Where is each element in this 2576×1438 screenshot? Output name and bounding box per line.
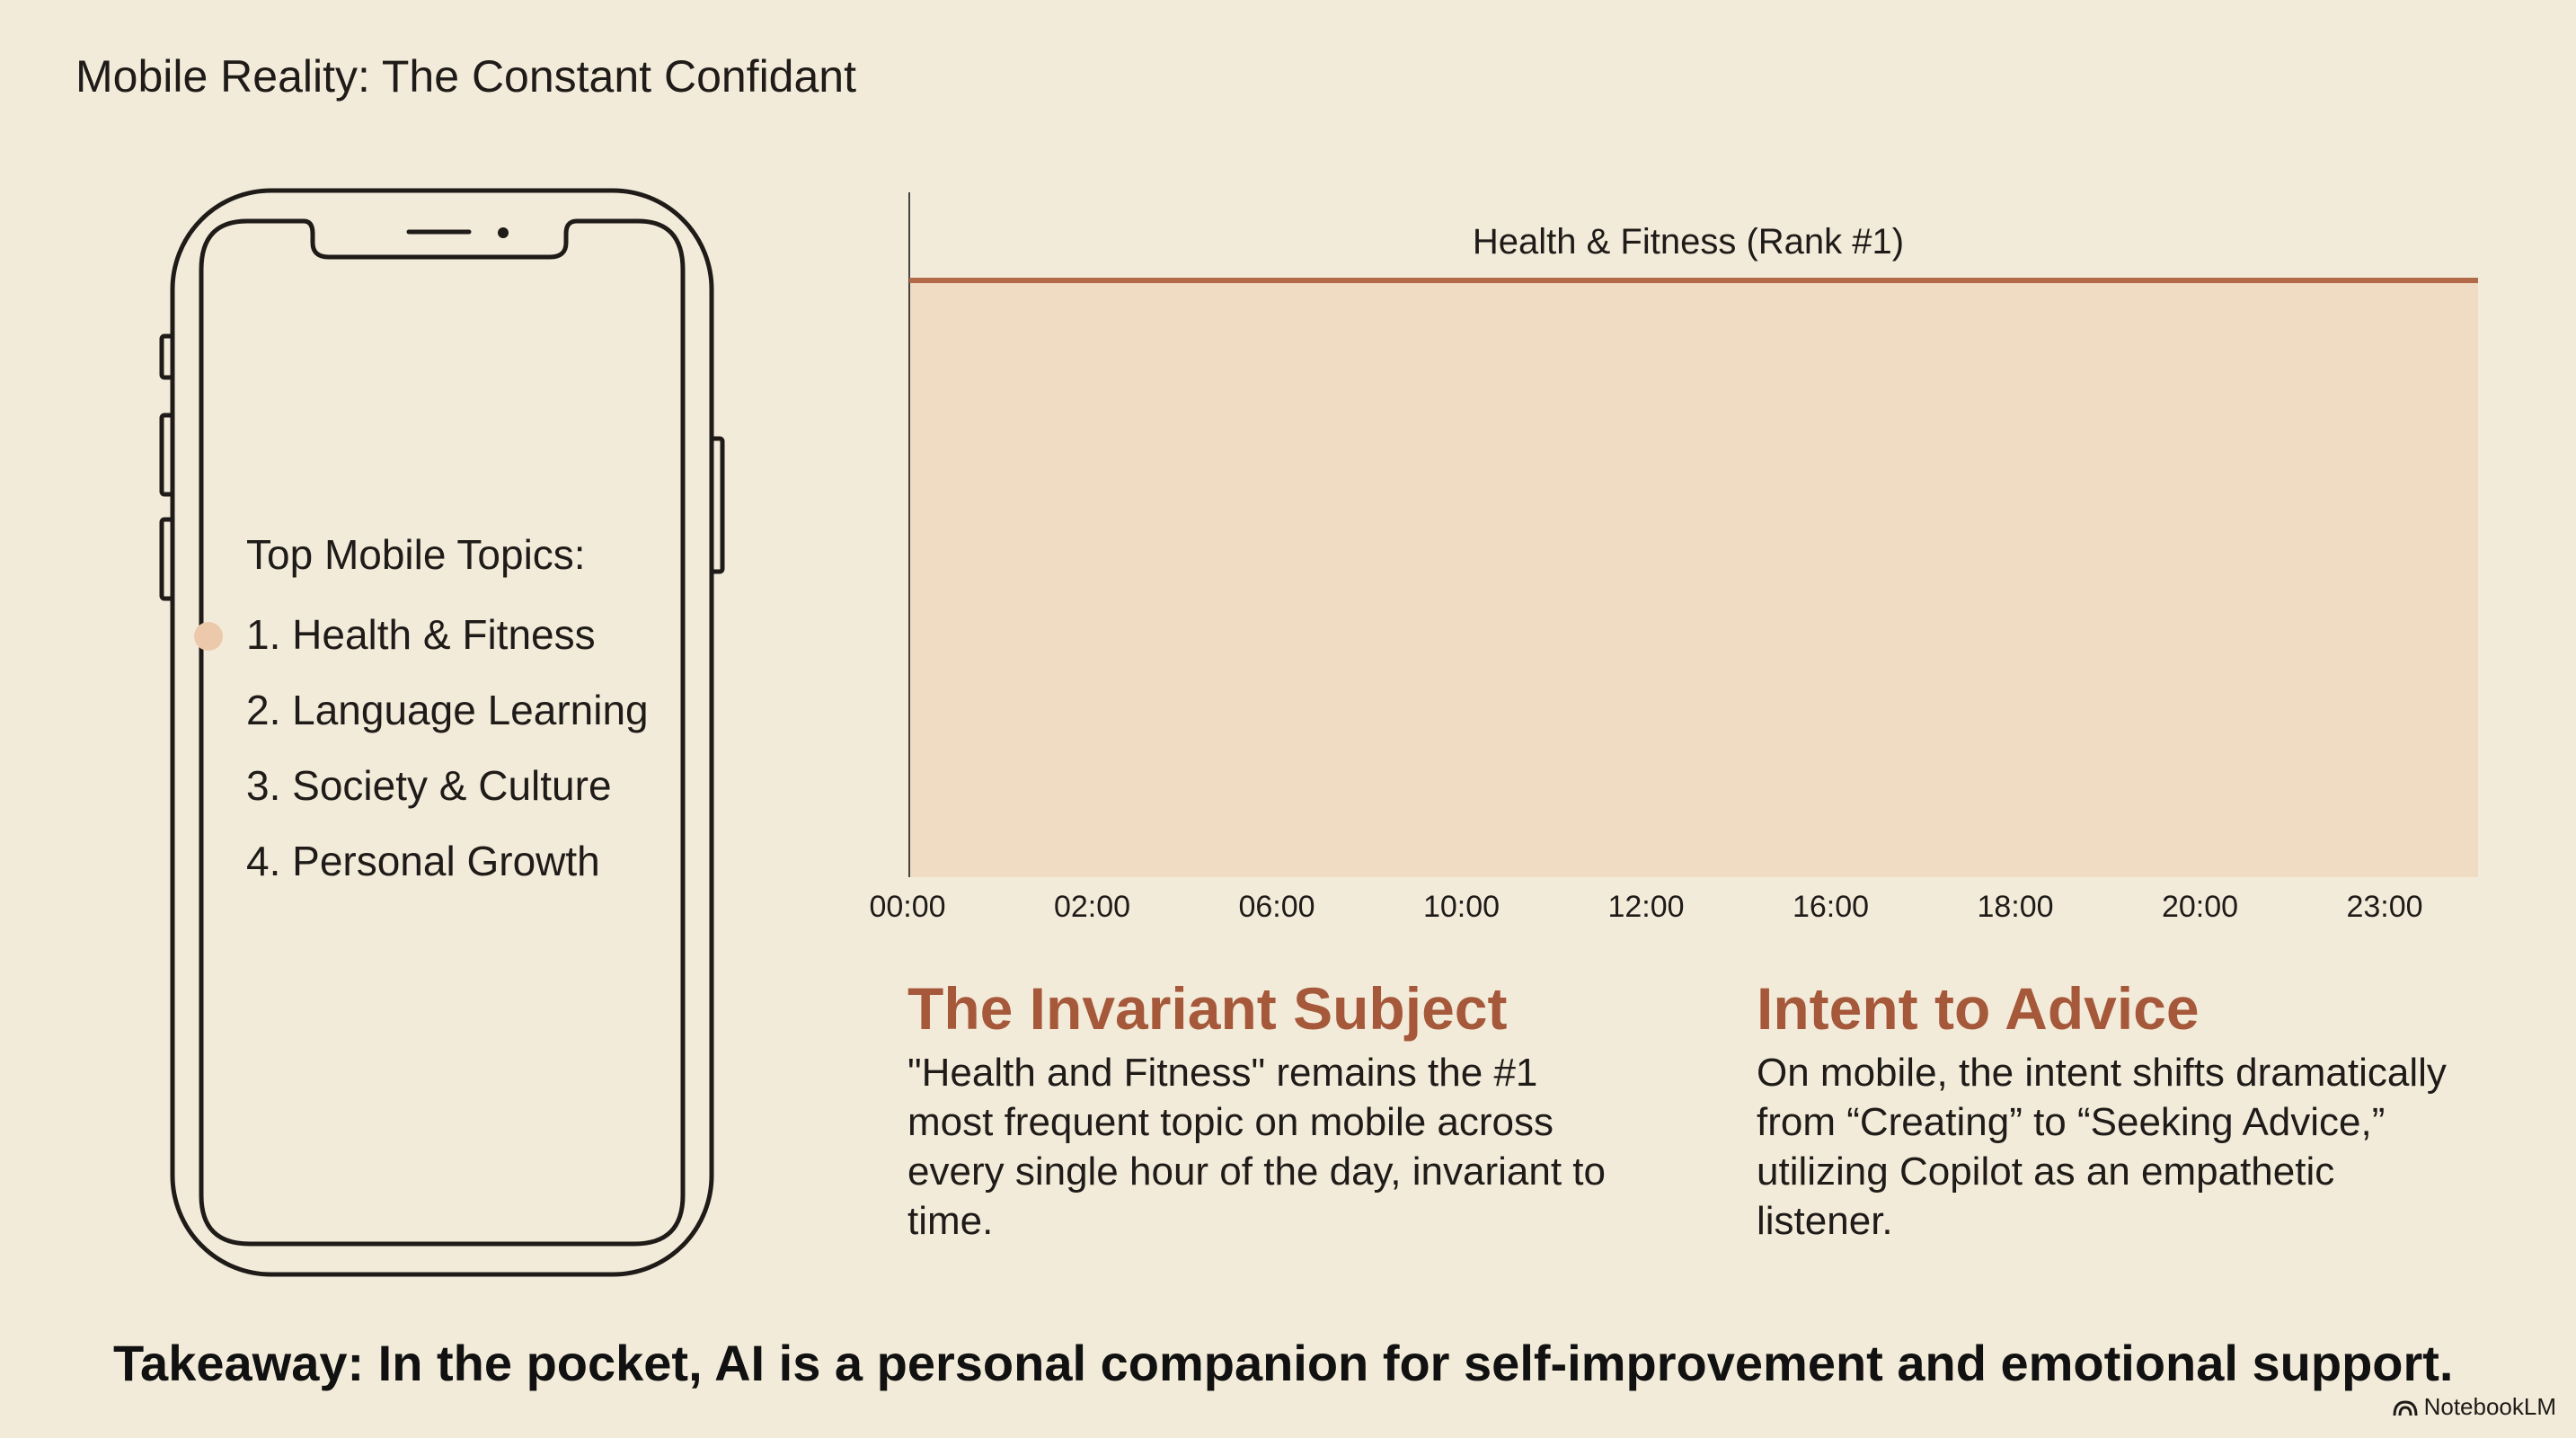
topic-item-label: 2. Language Learning bbox=[246, 687, 649, 733]
x-tick-label: 00:00 bbox=[869, 890, 945, 924]
brand-label: NotebookLM bbox=[2423, 1393, 2556, 1420]
intent-to-advice-block: Intent to Advice On mobile, the intent s… bbox=[1757, 969, 2475, 1246]
rank-over-time-chart: Health & Fitness (Rank #1) 00:00 02:00 06:… bbox=[869, 192, 2478, 924]
intent-to-advice-body: On mobile, the intent shifts dramaticall… bbox=[1757, 1051, 2447, 1243]
brand-mark: NotebookLM bbox=[2392, 1393, 2556, 1421]
invariant-subject-body: "Health and Fitness" remains the #1 most… bbox=[907, 1051, 1606, 1243]
x-tick-label: 20:00 bbox=[2162, 890, 2238, 924]
page-title: Mobile Reality: The Constant Confidant bbox=[75, 51, 856, 102]
phone-illustration bbox=[159, 188, 725, 1277]
active-topic-dot bbox=[194, 622, 223, 651]
x-tick-label: 16:00 bbox=[1793, 890, 1869, 924]
phone-outer-frame bbox=[170, 188, 714, 1277]
x-tick-label: 02:00 bbox=[1054, 890, 1130, 924]
phone-side-button-top bbox=[159, 333, 175, 380]
x-tick-label: 10:00 bbox=[1423, 890, 1500, 924]
topic-item-label: 1. Health & Fitness bbox=[246, 611, 596, 658]
x-tick-label: 06:00 bbox=[1238, 890, 1315, 924]
phone-volume-up-button bbox=[159, 413, 175, 497]
topic-item-1: 1. Health & Fitness bbox=[194, 609, 649, 685]
phone-power-button bbox=[709, 436, 725, 574]
takeaway-text: Takeaway: In the pocket, AI is a persona… bbox=[113, 1335, 2454, 1391]
plot-area: Health & Fitness (Rank #1) bbox=[908, 192, 2478, 877]
series-label: Health & Fitness (Rank #1) bbox=[1473, 222, 1904, 262]
phone-camera bbox=[498, 227, 509, 238]
topic-item-3: 3. Society & Culture bbox=[246, 760, 649, 836]
top-mobile-topics-list: Top Mobile Topics: 1. Health & Fitness 2… bbox=[194, 530, 649, 911]
series-area-health-fitness bbox=[910, 280, 2478, 877]
invariant-subject-block: The Invariant Subject "Health and Fitnes… bbox=[907, 969, 1626, 1246]
x-axis-ticks: 00:00 02:00 06:00 10:00 12:00 16:00 18:00 20:00… bbox=[869, 890, 2422, 924]
notebooklm-icon bbox=[2393, 1399, 2418, 1416]
invariant-subject-heading: The Invariant Subject bbox=[907, 975, 1508, 1042]
phone-volume-down-button bbox=[159, 517, 175, 601]
topic-item-label: 4. Personal Growth bbox=[246, 838, 600, 884]
topic-item-4: 4. Personal Growth bbox=[246, 836, 649, 911]
x-tick-label: 23:00 bbox=[2346, 890, 2422, 924]
x-tick-label: 12:00 bbox=[1607, 890, 1684, 924]
phone-screen bbox=[199, 218, 686, 1247]
topic-item-2: 2. Language Learning bbox=[246, 685, 649, 760]
intent-to-advice-heading: Intent to Advice bbox=[1757, 975, 2200, 1042]
topic-item-label: 3. Society & Culture bbox=[246, 762, 612, 809]
topics-heading: Top Mobile Topics: bbox=[246, 531, 586, 578]
x-tick-label: 18:00 bbox=[1977, 890, 2053, 924]
